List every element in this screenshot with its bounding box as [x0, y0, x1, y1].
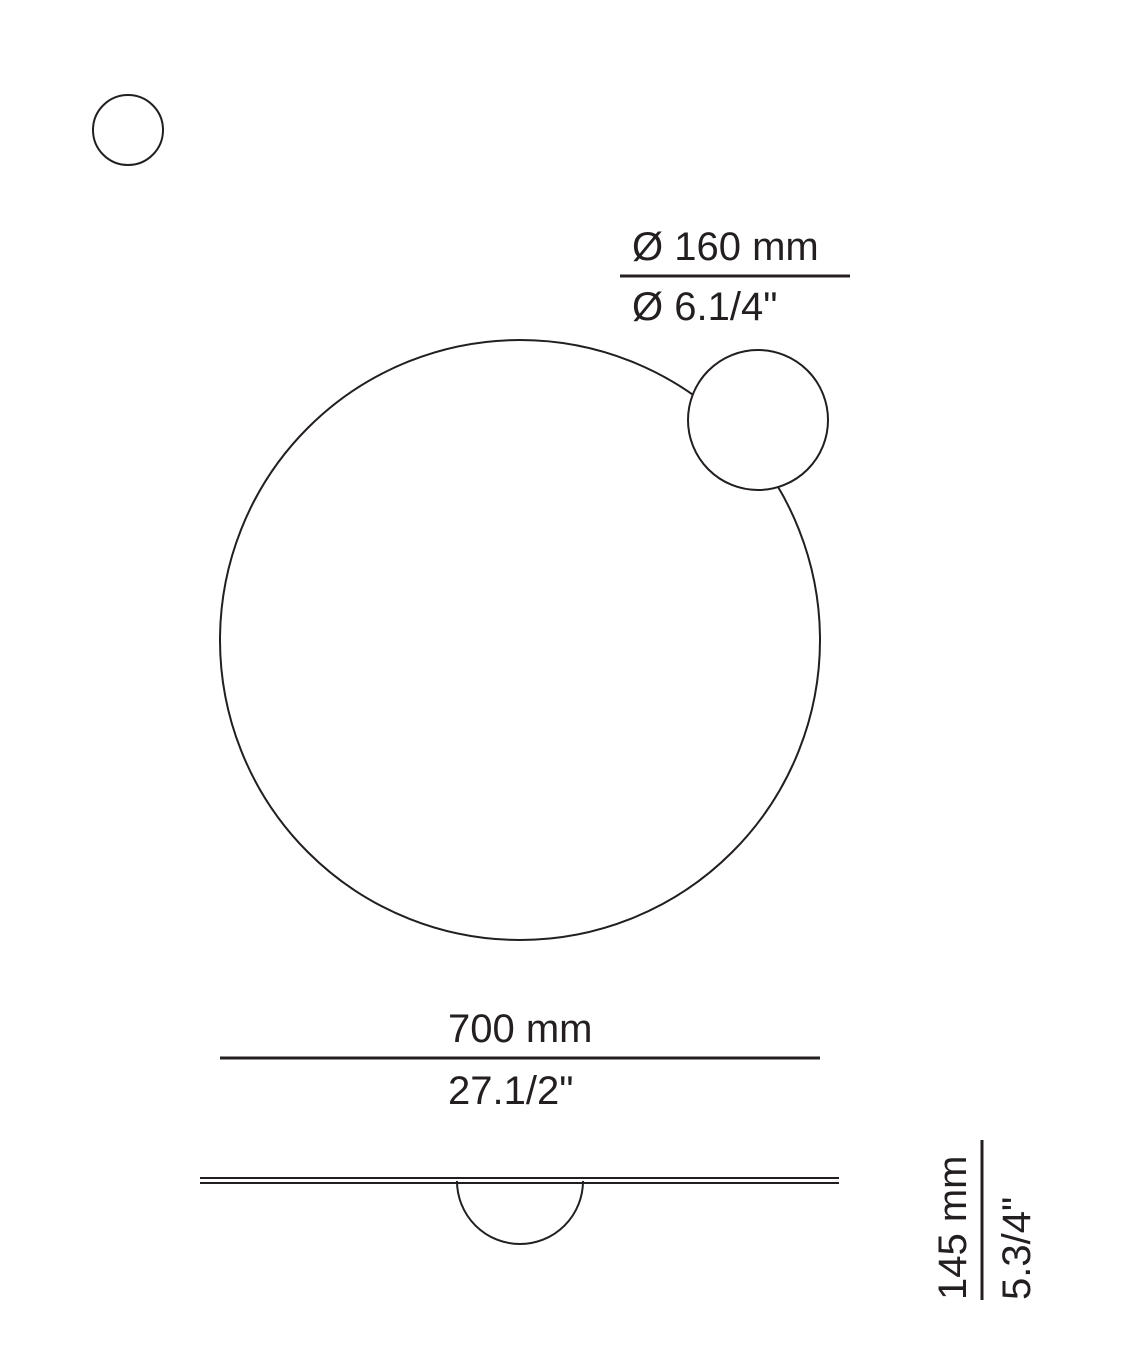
dim-large-diameter-mm: 700 mm [448, 1007, 593, 1051]
dim-height-inch: 5.3/4" [995, 1197, 1039, 1300]
top-view-small-circle [688, 350, 828, 490]
dim-small-diameter-mm: Ø 160 mm [632, 225, 819, 269]
dim-small-diameter-inch: Ø 6.1/4" [632, 285, 777, 329]
dim-height-mm: 145 mm [931, 1156, 975, 1301]
background [0, 0, 1122, 1347]
dim-large-diameter-inch: 27.1/2" [448, 1069, 573, 1113]
